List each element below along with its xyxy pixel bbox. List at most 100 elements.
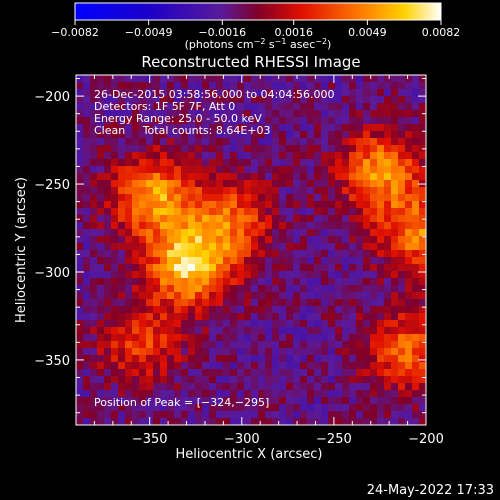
heatmap-cell bbox=[167, 306, 175, 314]
heatmap-cell bbox=[307, 341, 315, 349]
heatmap-cell bbox=[216, 117, 224, 125]
heatmap-cell bbox=[405, 187, 413, 195]
heatmap-cell bbox=[167, 369, 175, 377]
heatmap-cell bbox=[104, 306, 112, 314]
heatmap-cell bbox=[244, 264, 252, 272]
heatmap-cell bbox=[391, 418, 399, 426]
heatmap-cell bbox=[160, 320, 168, 328]
heatmap-cell bbox=[188, 138, 196, 146]
heatmap-cell bbox=[216, 208, 224, 216]
heatmap-cell bbox=[132, 313, 140, 321]
heatmap-cell bbox=[83, 124, 91, 132]
heatmap-cell bbox=[328, 96, 336, 104]
heatmap-cell bbox=[118, 103, 126, 111]
heatmap-cell bbox=[125, 418, 133, 426]
heatmap-cell bbox=[83, 215, 91, 223]
heatmap-cell bbox=[111, 320, 119, 328]
heatmap-cell bbox=[76, 152, 84, 160]
heatmap-cell bbox=[230, 166, 238, 174]
heatmap-cell bbox=[223, 243, 231, 251]
heatmap-cell bbox=[244, 362, 252, 370]
heatmap-cell bbox=[419, 376, 427, 384]
heatmap-cell bbox=[251, 229, 259, 237]
heatmap-cell bbox=[300, 411, 308, 419]
heatmap-cell bbox=[251, 138, 259, 146]
heatmap-cell bbox=[111, 236, 119, 244]
heatmap-cell bbox=[146, 208, 154, 216]
heatmap-cell bbox=[195, 376, 203, 384]
heatmap-cell bbox=[258, 152, 266, 160]
heatmap-cell bbox=[111, 194, 119, 202]
heatmap-cell bbox=[335, 243, 343, 251]
heatmap-cell bbox=[111, 222, 119, 230]
heatmap-cell bbox=[125, 82, 133, 90]
heatmap-cell bbox=[265, 397, 273, 405]
heatmap-cell bbox=[398, 278, 406, 286]
heatmap-cell bbox=[272, 166, 280, 174]
heatmap-cell bbox=[370, 278, 378, 286]
heatmap-cell bbox=[76, 124, 84, 132]
heatmap-cell bbox=[328, 341, 336, 349]
heatmap-cell bbox=[265, 376, 273, 384]
heatmap-cell bbox=[314, 404, 322, 412]
heatmap-cell bbox=[363, 411, 371, 419]
heatmap-cell bbox=[349, 313, 357, 321]
heatmap-cell bbox=[412, 334, 420, 342]
heatmap-cell bbox=[174, 306, 182, 314]
heatmap-cell bbox=[391, 194, 399, 202]
heatmap-cell bbox=[300, 334, 308, 342]
heatmap-cell bbox=[118, 299, 126, 307]
heatmap-cell bbox=[202, 411, 210, 419]
heatmap-cell bbox=[237, 418, 245, 426]
heatmap-cell bbox=[251, 362, 259, 370]
heatmap-cell bbox=[104, 75, 112, 83]
heatmap-cell bbox=[321, 166, 329, 174]
heatmap-cell bbox=[223, 278, 231, 286]
heatmap-cell bbox=[111, 96, 119, 104]
heatmap-cell bbox=[328, 376, 336, 384]
heatmap-cell bbox=[391, 187, 399, 195]
heatmap-cell bbox=[419, 222, 427, 230]
heatmap-cell bbox=[230, 201, 238, 209]
heatmap-cell bbox=[139, 369, 147, 377]
heatmap-cell bbox=[258, 390, 266, 398]
heatmap-cell bbox=[321, 173, 329, 181]
heatmap-cell bbox=[216, 285, 224, 293]
heatmap-cell bbox=[76, 341, 84, 349]
heatmap-cell bbox=[265, 159, 273, 167]
heatmap-cell bbox=[356, 404, 364, 412]
heatmap-cell bbox=[314, 75, 322, 83]
heatmap-cell bbox=[230, 355, 238, 363]
heatmap-cell bbox=[167, 397, 175, 405]
heatmap-cell bbox=[342, 201, 350, 209]
heatmap-cell bbox=[251, 187, 259, 195]
heatmap-cell bbox=[342, 369, 350, 377]
heatmap-cell bbox=[174, 313, 182, 321]
heatmap-cell bbox=[321, 159, 329, 167]
heatmap-cell bbox=[216, 75, 224, 83]
heatmap-cell bbox=[363, 124, 371, 132]
heatmap-cell bbox=[237, 320, 245, 328]
heatmap-cell bbox=[321, 320, 329, 328]
heatmap-cell bbox=[251, 208, 259, 216]
heatmap-cell bbox=[279, 96, 287, 104]
heatmap-cell bbox=[223, 362, 231, 370]
heatmap-cell bbox=[251, 327, 259, 335]
heatmap-cell bbox=[342, 75, 350, 83]
heatmap-cell bbox=[405, 75, 413, 83]
heatmap-cell bbox=[349, 152, 357, 160]
heatmap-cell bbox=[188, 208, 196, 216]
heatmap-cell bbox=[258, 75, 266, 83]
heatmap-cell bbox=[258, 404, 266, 412]
heatmap-cell bbox=[349, 194, 357, 202]
heatmap-cell bbox=[244, 299, 252, 307]
heatmap-cell bbox=[419, 215, 427, 223]
heatmap-cell bbox=[153, 264, 161, 272]
heatmap-cell bbox=[328, 201, 336, 209]
heatmap-cell bbox=[405, 355, 413, 363]
heatmap-cell bbox=[230, 229, 238, 237]
colorbar-tick-label: −0.0049 bbox=[125, 26, 173, 39]
heatmap-cell bbox=[307, 313, 315, 321]
heatmap-cell bbox=[132, 236, 140, 244]
heatmap-cell bbox=[258, 341, 266, 349]
